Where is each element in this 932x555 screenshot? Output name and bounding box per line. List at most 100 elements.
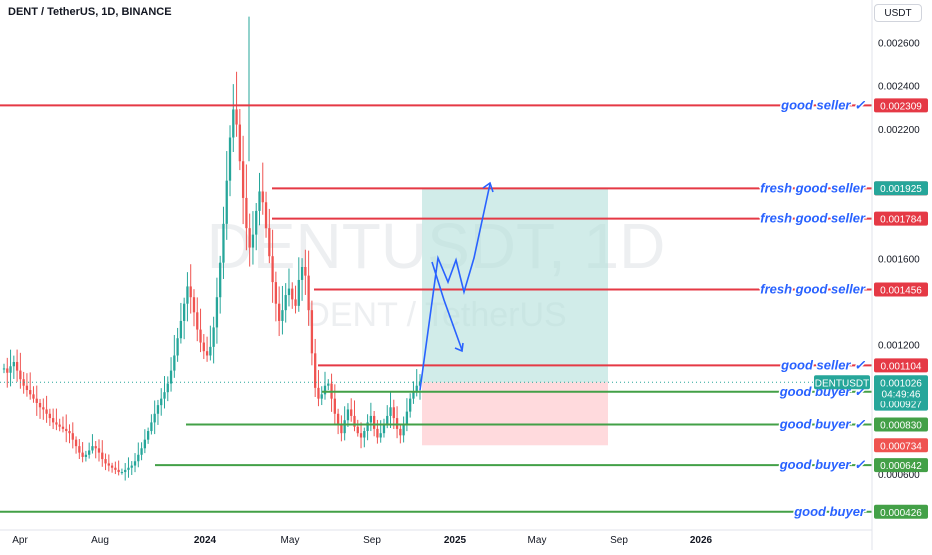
candle bbox=[307, 275, 310, 311]
candle bbox=[215, 297, 219, 328]
candle bbox=[238, 124, 241, 162]
candle bbox=[124, 469, 127, 473]
candle bbox=[202, 342, 205, 352]
candle bbox=[42, 407, 45, 410]
candle bbox=[78, 446, 81, 453]
x-tick-label: 2024 bbox=[194, 535, 217, 546]
candle bbox=[219, 262, 222, 298]
candle bbox=[333, 398, 336, 414]
y-tick-label: 0.001600 bbox=[878, 254, 920, 265]
countdown-text: 04:49:46 bbox=[882, 389, 921, 400]
candle bbox=[323, 385, 327, 395]
level-price-badge-text: 0.000426 bbox=[880, 508, 922, 519]
x-tick-label: 2025 bbox=[444, 535, 467, 546]
candle bbox=[35, 398, 38, 403]
level-price-badge-text: 0.000830 bbox=[880, 421, 922, 432]
candle bbox=[402, 424, 405, 436]
arrow-head-icon bbox=[454, 342, 464, 353]
candle bbox=[412, 392, 415, 399]
candle bbox=[320, 394, 323, 399]
candle bbox=[114, 467, 117, 470]
candle bbox=[268, 228, 271, 257]
candle bbox=[140, 448, 143, 455]
candle bbox=[372, 415, 376, 429]
candle bbox=[300, 267, 304, 280]
candle bbox=[225, 180, 228, 224]
candle bbox=[196, 312, 199, 330]
candle bbox=[45, 409, 48, 414]
x-tick-label: Sep bbox=[610, 535, 628, 546]
candle bbox=[133, 461, 137, 466]
candle bbox=[153, 413, 156, 423]
candle bbox=[314, 353, 317, 388]
x-tick-label: May bbox=[281, 535, 300, 546]
candle bbox=[2, 368, 6, 370]
candle bbox=[61, 426, 65, 429]
candle bbox=[68, 431, 71, 434]
candle bbox=[58, 424, 61, 427]
candle bbox=[212, 327, 215, 347]
y-tick-label: 0.002200 bbox=[878, 125, 920, 136]
symbol-title: DENT / TetherUS, 1D, BINANCE bbox=[8, 6, 172, 18]
candle bbox=[340, 424, 343, 434]
candle bbox=[255, 210, 258, 235]
level-price-badge bbox=[874, 358, 928, 373]
level-price-badge-text: 0.000642 bbox=[880, 461, 922, 472]
candle bbox=[327, 383, 330, 386]
level-price-badge bbox=[874, 98, 928, 113]
y-tick-label: 0.002400 bbox=[878, 82, 920, 93]
candle bbox=[156, 405, 160, 414]
level-price-badge-text: 0.001104 bbox=[881, 361, 922, 372]
candle bbox=[336, 413, 340, 425]
candle bbox=[317, 387, 320, 399]
symbol-badge bbox=[814, 375, 870, 390]
candle bbox=[366, 422, 369, 432]
candle bbox=[228, 137, 232, 181]
candle bbox=[278, 303, 281, 321]
candle bbox=[389, 407, 392, 416]
symbol-badge-text: DENTUSDT bbox=[815, 378, 869, 389]
candle bbox=[120, 472, 124, 474]
candle bbox=[418, 381, 422, 386]
candle bbox=[101, 452, 104, 460]
x-tick-label: May bbox=[528, 535, 547, 546]
candle bbox=[9, 366, 12, 373]
candle bbox=[25, 385, 29, 391]
projection-path[interactable] bbox=[431, 261, 463, 351]
candle bbox=[104, 459, 107, 464]
candle bbox=[376, 428, 379, 438]
candle bbox=[179, 320, 183, 339]
candle bbox=[110, 465, 114, 468]
candle bbox=[74, 439, 78, 447]
candle bbox=[353, 415, 356, 427]
candle bbox=[386, 415, 389, 425]
candle bbox=[310, 310, 314, 354]
candle bbox=[261, 191, 264, 203]
candle bbox=[48, 413, 52, 419]
candle bbox=[12, 361, 15, 367]
candle bbox=[143, 439, 146, 449]
candle bbox=[88, 450, 91, 455]
candle bbox=[146, 431, 150, 440]
candle bbox=[150, 422, 153, 432]
price-badge bbox=[874, 438, 928, 453]
stop-zone[interactable] bbox=[422, 382, 608, 446]
currency-selector[interactable]: USDT bbox=[874, 4, 922, 22]
candle bbox=[294, 299, 297, 306]
level-price-badge bbox=[874, 211, 928, 226]
level-price-badge bbox=[874, 417, 928, 432]
candle bbox=[248, 228, 251, 248]
target-zone[interactable] bbox=[422, 188, 608, 383]
level-annotation: fresh good seller bbox=[760, 281, 866, 296]
candle bbox=[91, 446, 94, 451]
candle bbox=[189, 286, 192, 298]
candle bbox=[32, 394, 35, 399]
level-annotation: fresh good seller bbox=[760, 180, 866, 195]
candle bbox=[291, 288, 294, 300]
projection-path[interactable] bbox=[419, 183, 491, 391]
candle bbox=[297, 279, 300, 306]
candle bbox=[163, 392, 166, 399]
candle bbox=[81, 452, 84, 457]
